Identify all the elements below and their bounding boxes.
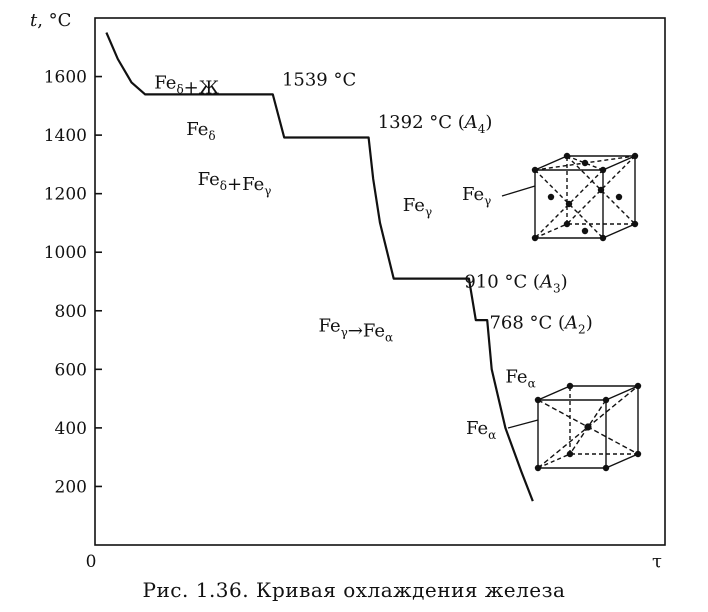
- structure-pointer: [501, 185, 536, 197]
- plot-border: [94, 17, 666, 546]
- lattice-edge: [602, 155, 636, 171]
- structure-label: Feα: [466, 418, 496, 442]
- lattice-edge: [566, 155, 636, 225]
- crystal-structure-fcc: Feγ: [462, 152, 639, 242]
- lattice-edge: [534, 169, 604, 239]
- y-axis-label: t, °C: [30, 10, 71, 31]
- phase-annotations: Feδ+Ж 1539 °C Feδ 1392 °C (A4) Feδ+Feγ Feγ 910…: [154, 69, 592, 390]
- lattice-atom: [565, 200, 573, 208]
- phase-annotation: Feγ→Feα: [318, 315, 393, 344]
- y-tick-label: 1000: [44, 243, 87, 263]
- lattice-edge: [605, 453, 639, 469]
- lattice-edge: [534, 223, 568, 239]
- lattice-atom: [547, 193, 555, 201]
- lattice-edge: [602, 223, 636, 239]
- phase-annotation: 768 °C (A2): [489, 312, 592, 336]
- lattice-edge: [537, 385, 571, 401]
- crystal-structure-bcc: Feα: [466, 382, 642, 472]
- y-tick-label: 1600: [44, 68, 87, 88]
- lattice-edge: [566, 155, 636, 225]
- y-tick-label: 800: [55, 302, 87, 322]
- y-tick-label: 1400: [44, 126, 87, 146]
- phase-annotation: Feγ: [403, 195, 432, 219]
- structure-label: Feγ: [462, 184, 491, 208]
- lattice-edge: [534, 155, 568, 171]
- lattice-edge: [605, 385, 639, 401]
- lattice-atom: [584, 423, 592, 431]
- origin-label: 0: [86, 552, 97, 572]
- cooling-curve-series: [105, 32, 534, 502]
- lattice-atom: [597, 186, 605, 194]
- phase-annotation: Feδ+Ж: [154, 72, 219, 98]
- y-tick-label: 200: [55, 477, 87, 497]
- lattice-atom: [602, 464, 610, 472]
- phase-annotation: Feδ+Feγ: [198, 169, 272, 198]
- figure-caption: Рис. 1.36. Кривая охлаждения железа: [142, 578, 566, 602]
- plot-frame: [94, 17, 666, 546]
- lattice-edge: [537, 453, 571, 469]
- phase-annotation: Feα: [505, 367, 535, 391]
- lattice-atom: [566, 382, 574, 390]
- phase-annotation: 1539 °C: [282, 69, 356, 90]
- y-tick-label: 1200: [44, 185, 87, 205]
- lattice-atom: [615, 193, 623, 201]
- phase-annotation: 1392 °C (A4): [378, 112, 493, 136]
- x-axis-label: τ: [652, 551, 662, 572]
- phase-annotation: 910 °C (A3): [464, 271, 567, 295]
- phase-annotation: Feδ: [186, 119, 215, 143]
- y-axis: 200 400 600 800 1000 1200 1400 1600 t, °C 0 τ: [30, 10, 662, 572]
- crystal-structures: Feγ Feα: [462, 152, 642, 472]
- y-tick-label: 400: [55, 419, 87, 439]
- lattice-atom: [581, 159, 589, 167]
- structure-pointer: [507, 419, 539, 429]
- y-tick-label: 600: [55, 360, 87, 380]
- lattice-atom: [581, 227, 589, 235]
